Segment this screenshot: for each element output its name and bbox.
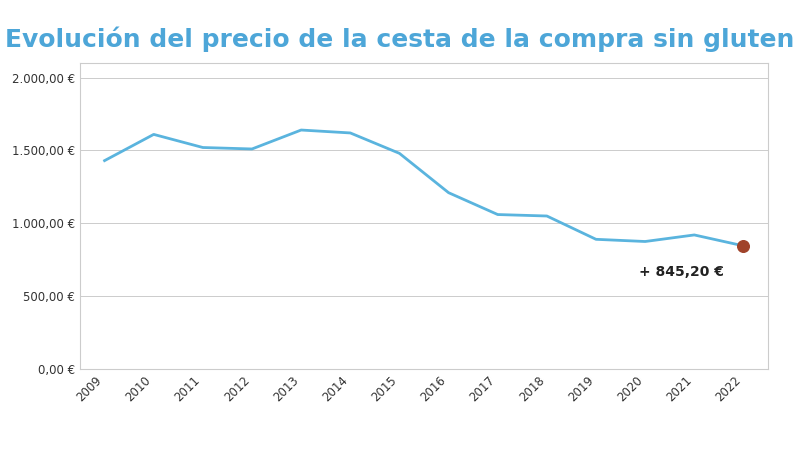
Text: Evolución del precio de la cesta de la compra sin gluten: Evolución del precio de la cesta de la c…: [6, 27, 794, 53]
Point: [737, 242, 750, 249]
Text: + 845,20 €: + 845,20 €: [639, 265, 724, 279]
